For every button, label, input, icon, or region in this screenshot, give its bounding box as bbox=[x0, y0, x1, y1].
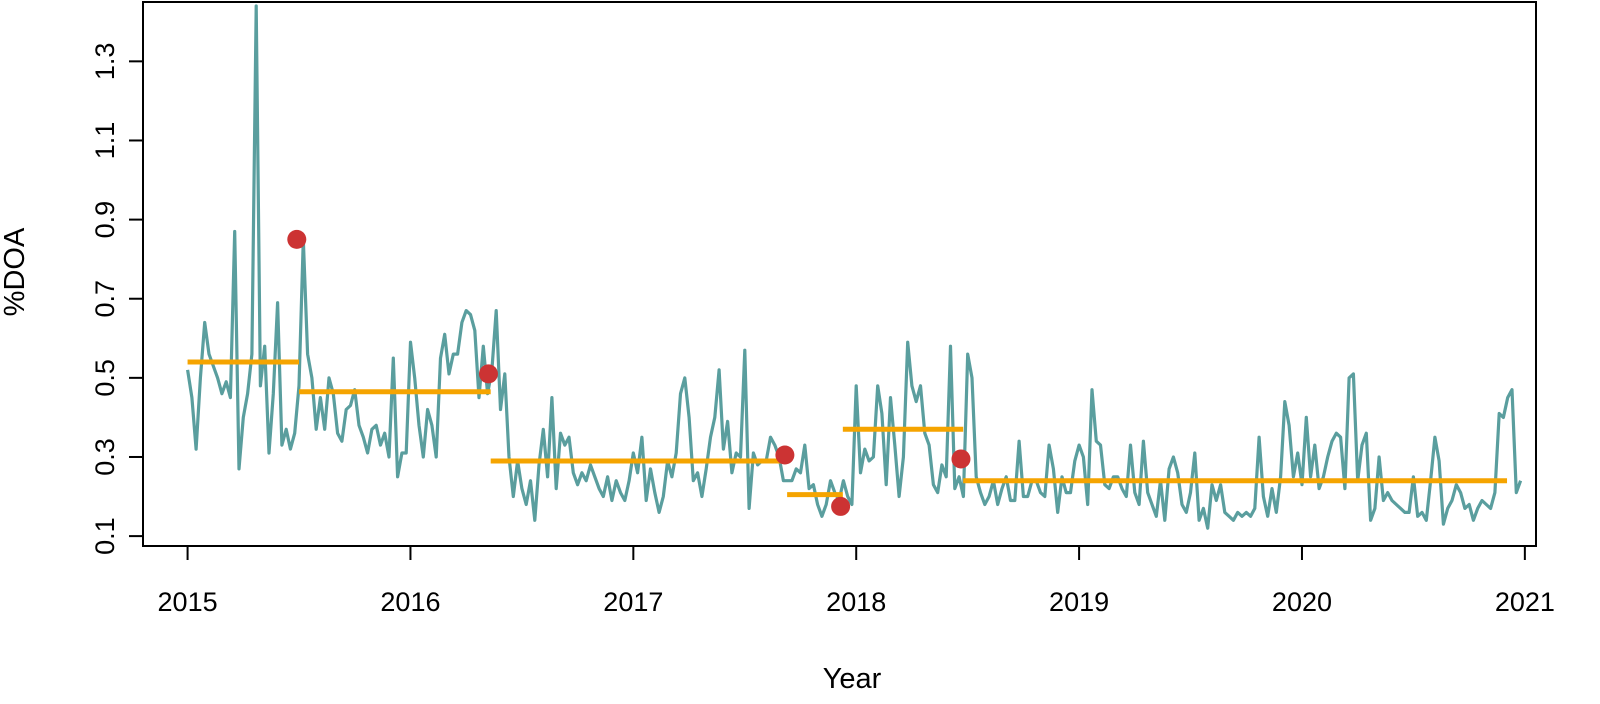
changepoint-marker bbox=[287, 229, 307, 249]
changepoint-marker bbox=[775, 445, 795, 465]
x-tick-label: 2018 bbox=[826, 587, 886, 617]
x-tick-label: 2017 bbox=[603, 587, 663, 617]
x-axis: 2015 2016 2017 2018 2019 2020 2021 bbox=[158, 545, 1555, 617]
segment-means bbox=[187, 359, 1508, 498]
x-tick-label: 2015 bbox=[158, 587, 218, 617]
y-tick-label: 1.3 bbox=[90, 43, 120, 81]
x-tick-label: 2021 bbox=[1495, 587, 1555, 617]
changepoint-marker bbox=[478, 364, 498, 384]
changepoint-marker bbox=[951, 449, 971, 469]
changepoint-markers bbox=[287, 229, 971, 516]
doa-series-line bbox=[186, 4, 1523, 530]
y-tick-label: 0.1 bbox=[90, 517, 120, 555]
x-tick-label: 2020 bbox=[1272, 587, 1332, 617]
x-axis-title: Year bbox=[823, 663, 882, 695]
y-axis: 0.1 0.3 0.5 0.7 0.9 1.1 1.3 bbox=[90, 43, 144, 555]
x-tick-label: 2019 bbox=[1049, 587, 1109, 617]
y-tick-label: 0.9 bbox=[90, 201, 120, 239]
y-tick-label: 1.1 bbox=[90, 122, 120, 160]
changepoint-marker bbox=[831, 496, 851, 516]
y-tick-label: 0.7 bbox=[90, 280, 120, 318]
y-axis-title: %DOA bbox=[0, 227, 31, 316]
x-tick-label: 2016 bbox=[380, 587, 440, 617]
y-tick-label: 0.5 bbox=[90, 359, 120, 397]
y-tick-label: 0.3 bbox=[90, 438, 120, 476]
